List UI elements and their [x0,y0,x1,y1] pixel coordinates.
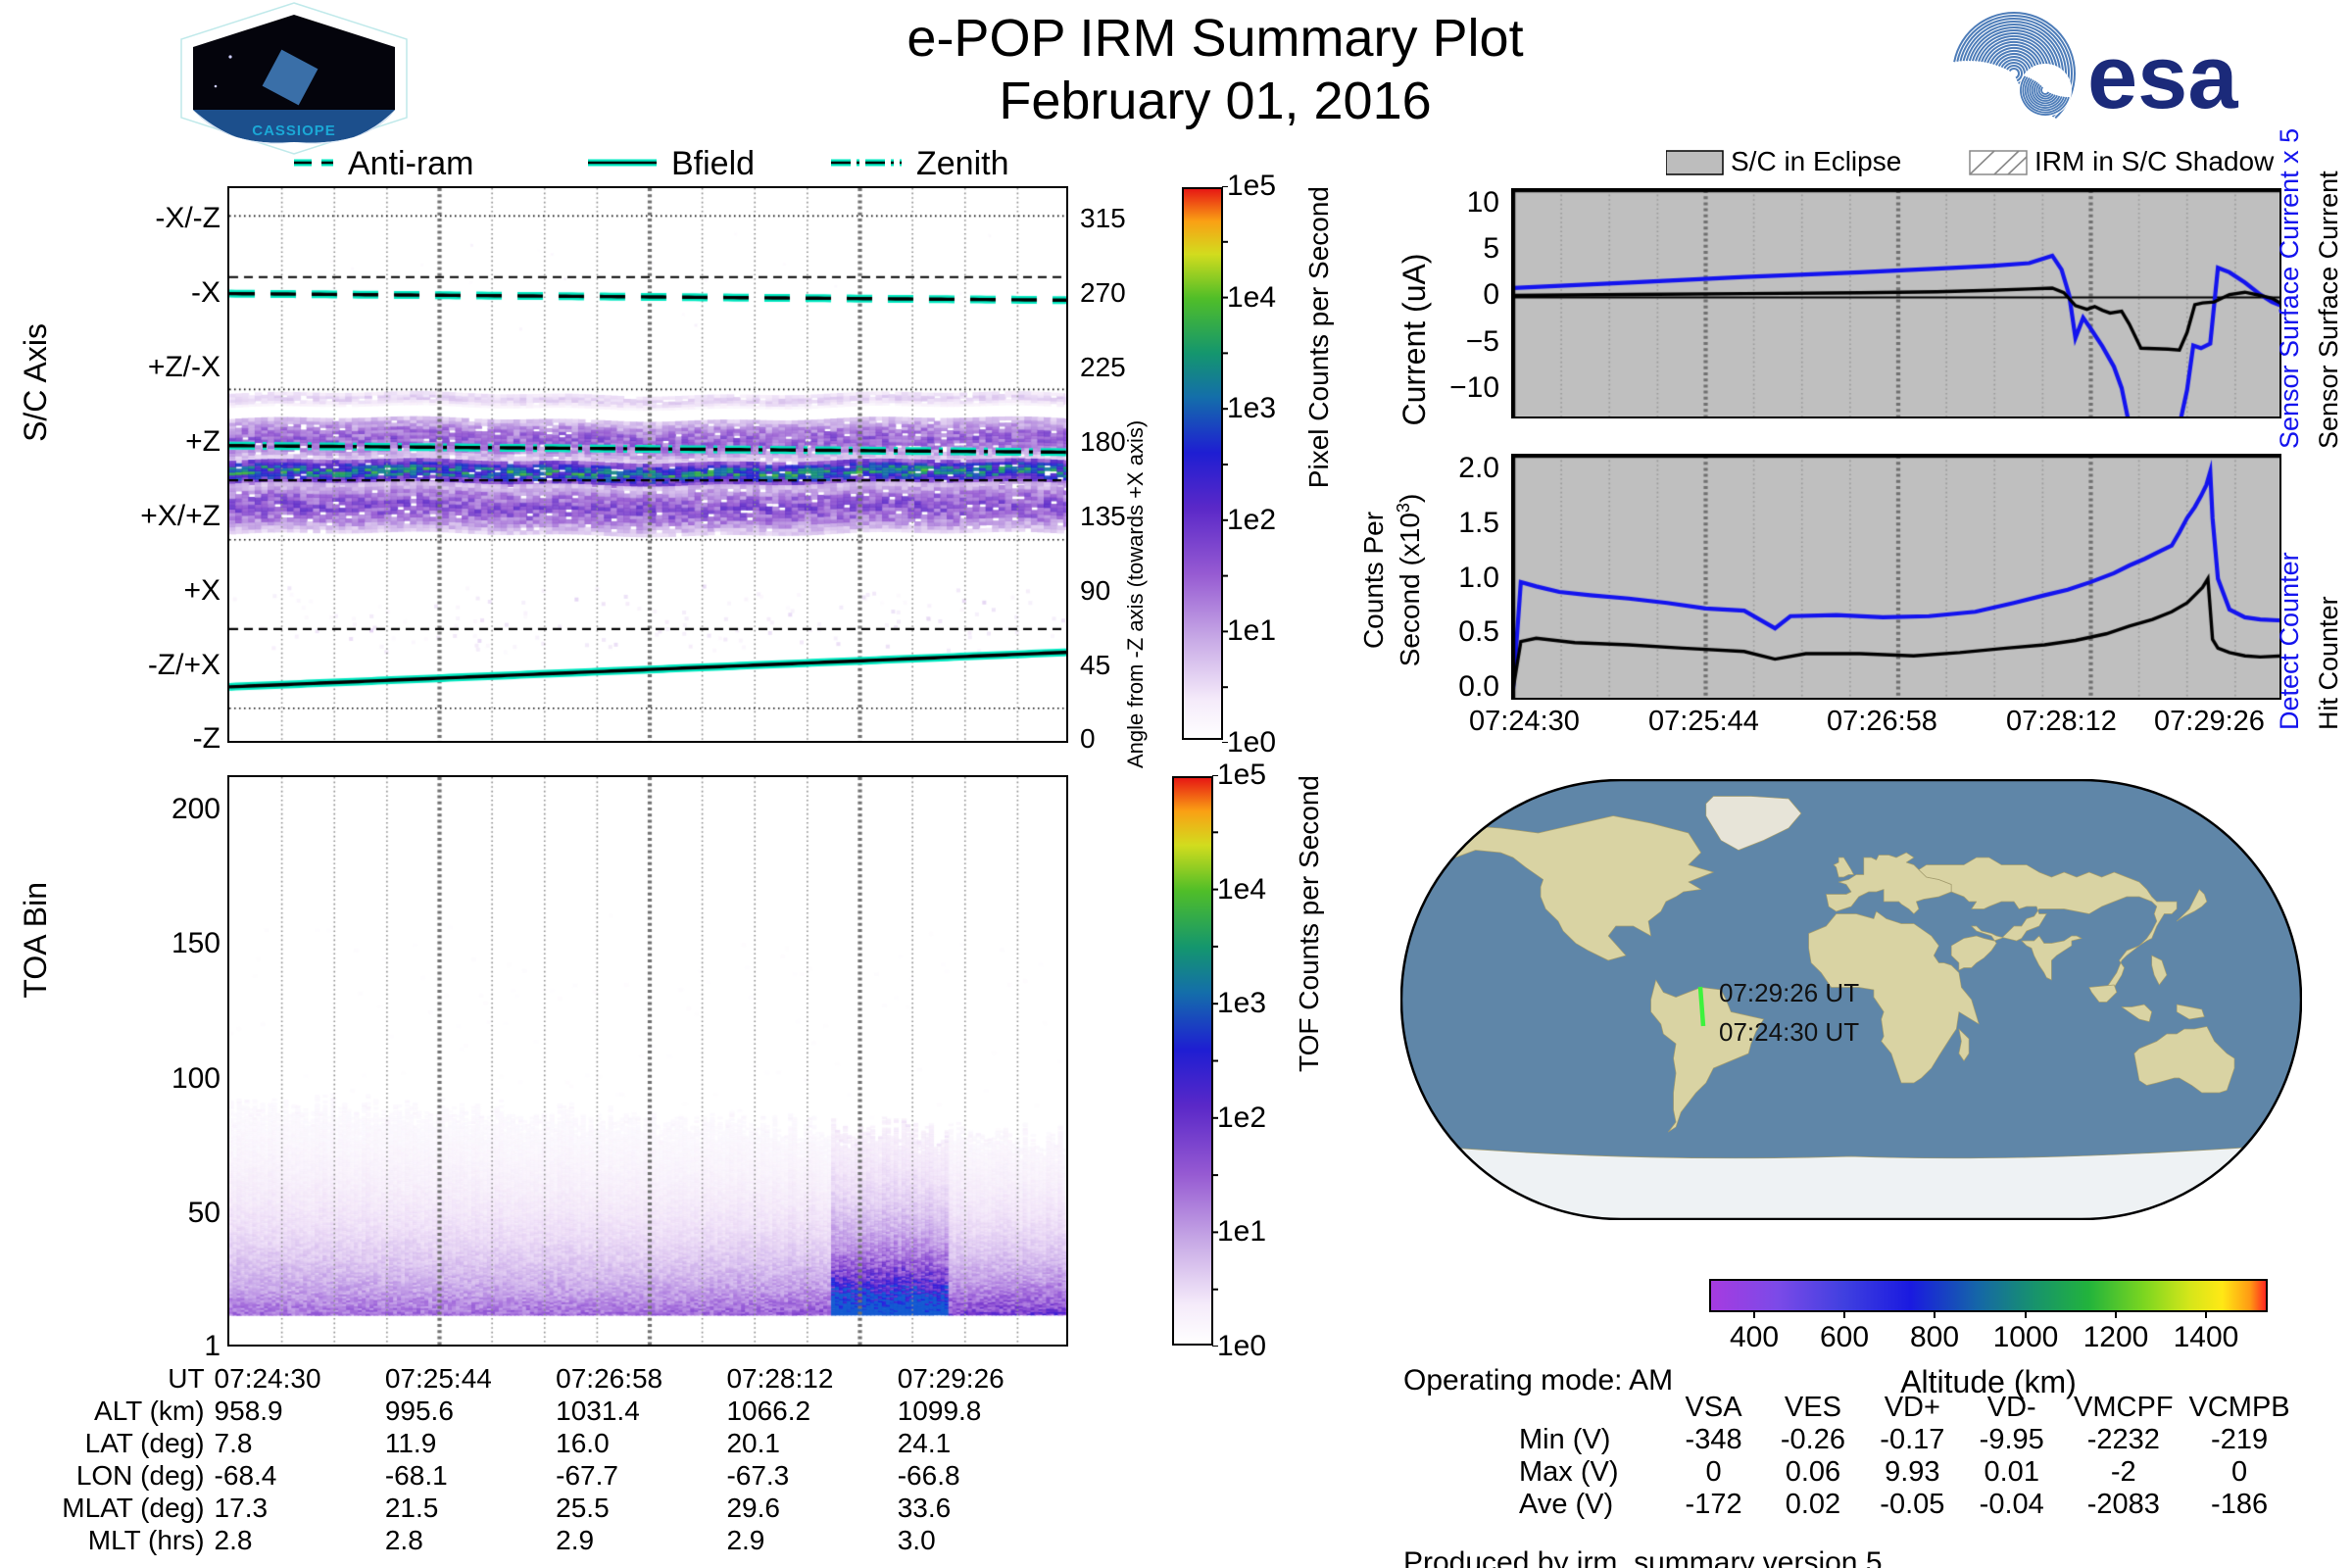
svg-text:CASSIOPE: CASSIOPE [252,122,336,139]
svg-text:esa: esa [2087,27,2238,127]
svg-text:Anti-ram: Anti-ram [348,145,473,182]
svg-text:Bfield: Bfield [671,145,755,182]
svg-text:IRM in S/C Shadow: IRM in S/C Shadow [2034,147,2275,176]
svg-text:Zenith: Zenith [916,145,1009,182]
svg-text:S/C in Eclipse: S/C in Eclipse [1731,147,1901,176]
